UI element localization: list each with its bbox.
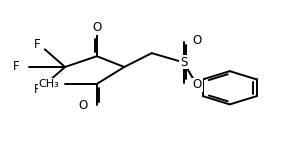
- Text: CH₃: CH₃: [39, 79, 60, 89]
- Text: O: O: [92, 21, 101, 34]
- Text: O: O: [78, 99, 88, 112]
- Text: S: S: [180, 56, 187, 69]
- Text: F: F: [34, 38, 41, 51]
- Text: O: O: [193, 34, 202, 47]
- Text: O: O: [193, 78, 202, 91]
- Text: F: F: [34, 83, 41, 96]
- Text: F: F: [13, 61, 19, 73]
